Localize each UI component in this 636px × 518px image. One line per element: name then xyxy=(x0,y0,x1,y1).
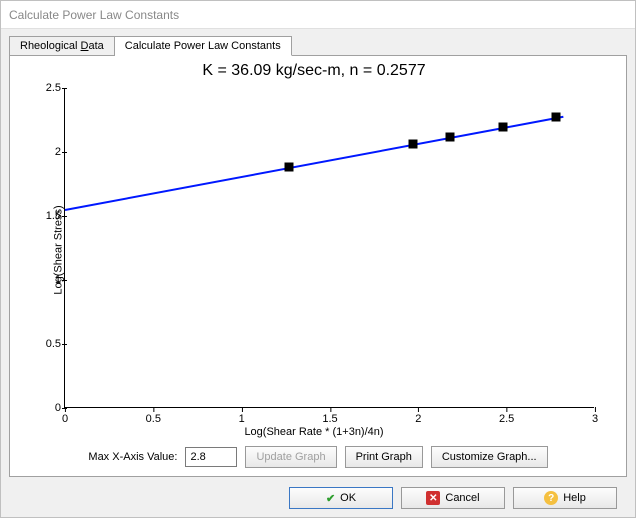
check-icon: ✔ xyxy=(326,492,335,505)
cross-icon: ✕ xyxy=(426,491,440,505)
help-button[interactable]: ? Help xyxy=(513,487,617,509)
cancel-button[interactable]: ✕ Cancel xyxy=(401,487,505,509)
titlebar: Calculate Power Law Constants xyxy=(1,1,635,29)
chart-controls: Max X-Axis Value: Update Graph Print Gra… xyxy=(16,446,620,468)
max-x-input[interactable] xyxy=(185,447,237,467)
fit-line xyxy=(65,116,564,211)
data-point xyxy=(499,123,508,132)
help-icon: ? xyxy=(544,491,558,505)
window-title: Calculate Power Law Constants xyxy=(9,8,179,22)
dialog-buttons: ✔ OK ✕ Cancel ? Help xyxy=(9,477,627,509)
ytick: 2.5 xyxy=(31,82,61,94)
ytick: 2 xyxy=(31,146,61,158)
print-graph-button[interactable]: Print Graph xyxy=(345,446,423,468)
xtick: 1 xyxy=(239,413,245,425)
tab-strip: Rheological Data Calculate Power Law Con… xyxy=(9,35,627,55)
ytick: 0.5 xyxy=(31,338,61,350)
data-point xyxy=(409,139,418,148)
ytick: 0 xyxy=(31,402,61,414)
data-point xyxy=(285,162,294,171)
xtick: 0.5 xyxy=(146,413,161,425)
chart-title: K = 36.09 kg/sec-m, n = 0.2577 xyxy=(16,62,612,80)
tab-rheological-data[interactable]: Rheological Data xyxy=(9,36,115,56)
xtick: 1.5 xyxy=(322,413,337,425)
chart-xlabel: Log(Shear Rate * (1+3n)/4n) xyxy=(16,426,612,438)
xtick: 2 xyxy=(415,413,421,425)
plot-area: 00.511.522.500.511.522.53 xyxy=(64,88,594,408)
update-graph-button: Update Graph xyxy=(245,446,336,468)
customize-graph-button[interactable]: Customize Graph... xyxy=(431,446,548,468)
ytick: 1.5 xyxy=(31,210,61,222)
data-point xyxy=(446,132,455,141)
ok-button[interactable]: ✔ OK xyxy=(289,487,393,509)
tab-panel: K = 36.09 kg/sec-m, n = 0.2577 Log(Shear… xyxy=(9,55,627,477)
xtick: 2.5 xyxy=(499,413,514,425)
xtick: 0 xyxy=(62,413,68,425)
data-point xyxy=(552,113,561,122)
ytick: 1 xyxy=(31,274,61,286)
content-area: Rheological Data Calculate Power Law Con… xyxy=(1,29,635,517)
xtick: 3 xyxy=(592,413,598,425)
max-x-label: Max X-Axis Value: xyxy=(88,451,177,463)
chart: K = 36.09 kg/sec-m, n = 0.2577 Log(Shear… xyxy=(16,60,612,440)
tab-calculate-constants[interactable]: Calculate Power Law Constants xyxy=(115,36,292,56)
